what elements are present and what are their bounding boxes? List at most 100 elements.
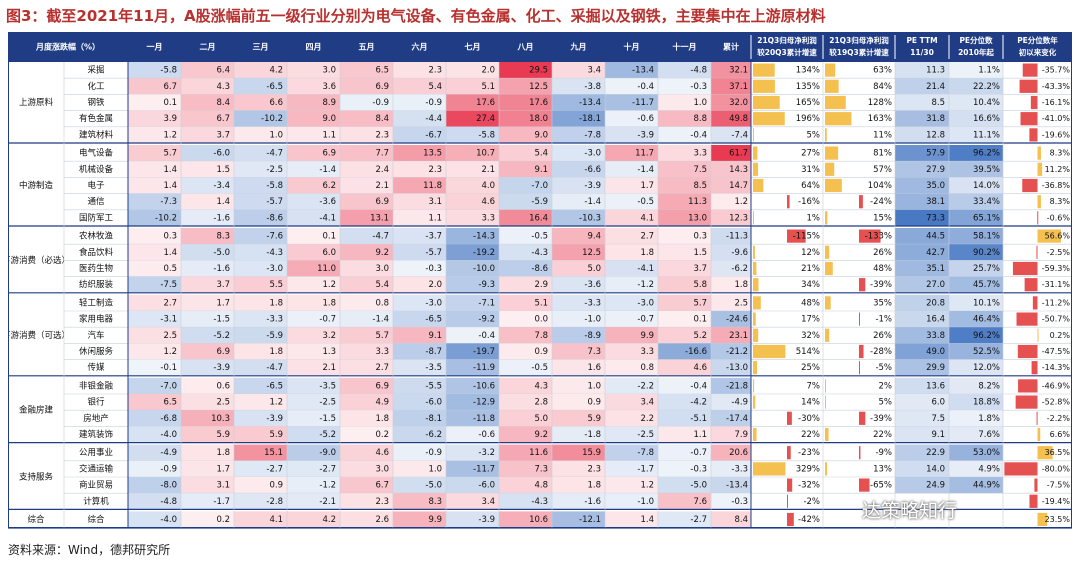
- month-value: 3.7: [216, 130, 230, 140]
- month-value: 1.7: [640, 181, 654, 191]
- heat-cell: [181, 260, 234, 277]
- month-value: 3.3: [693, 149, 707, 159]
- heat-cell-pe: [895, 177, 949, 194]
- growth-bar: [787, 411, 792, 425]
- change-value: 56.6%: [1045, 232, 1071, 241]
- heat-cell-percentile: [949, 126, 1003, 143]
- pe-value: 57.9: [926, 149, 945, 159]
- growth-value-g19: 2%: [879, 381, 893, 391]
- month-value: 1.8: [216, 448, 230, 458]
- heat-cell: [499, 410, 552, 427]
- industry-label: 化工: [87, 81, 105, 92]
- month-value: 1.2: [322, 280, 336, 290]
- growth-value-g19: 22%: [873, 430, 892, 440]
- month-value: 3.7: [216, 280, 230, 290]
- industry-label: 建筑装饰: [79, 429, 114, 440]
- month-value: -14.3: [473, 232, 495, 242]
- month-value: -10.2: [155, 213, 177, 223]
- change-value: -7.5%: [1047, 481, 1071, 490]
- heat-cell: [393, 343, 446, 360]
- month-value: -8.1: [425, 414, 442, 424]
- heat-cell: [234, 311, 287, 328]
- month-value: -2.5: [319, 398, 336, 408]
- heat-cell: [340, 62, 393, 79]
- month-value: -3.9: [637, 130, 654, 140]
- heat-cell: [181, 511, 234, 528]
- heat-cell: [340, 244, 393, 261]
- month-value: -11.7: [632, 98, 654, 108]
- heat-cell: [234, 78, 287, 95]
- heat-cell-cumulative: [711, 444, 751, 461]
- month-value: -0.3: [690, 464, 707, 474]
- growth-value-g20: -23%: [798, 448, 820, 458]
- heat-cell: [552, 78, 605, 95]
- heat-cell: [287, 244, 340, 261]
- heat-cell: [340, 78, 393, 95]
- change-value: -19.4%: [1042, 497, 1071, 506]
- heat-cell: [658, 493, 711, 510]
- change-bar: [1016, 312, 1038, 326]
- heat-cell: [658, 244, 711, 261]
- cumulative-value: -0.3: [731, 497, 748, 507]
- group-label: 中游制造: [19, 180, 54, 191]
- change-bar: [1037, 512, 1048, 527]
- heat-cell: [181, 359, 234, 376]
- heat-cell: [658, 209, 711, 226]
- growth-bar: [753, 178, 764, 193]
- heat-cell: [287, 209, 340, 226]
- month-value: -3.3: [266, 315, 283, 325]
- month-value: 3.0: [322, 66, 336, 76]
- heat-cell: [340, 161, 393, 178]
- pe-value: 73.3: [926, 213, 945, 223]
- percentile-value: 45.7%: [973, 280, 1000, 290]
- month-value: -4.7: [372, 232, 389, 242]
- heat-cell: [181, 444, 234, 461]
- month-value: -7.1: [478, 298, 495, 308]
- heat-cell: [234, 145, 287, 162]
- growth-bar: [825, 462, 828, 476]
- heat-cell: [499, 343, 552, 360]
- heat-cell: [128, 511, 181, 528]
- heat-cell: [128, 460, 181, 477]
- header-g20-line2: 较20Q3累计增速: [757, 47, 817, 57]
- month-value: 13.5: [423, 149, 442, 159]
- heat-cell: [128, 343, 181, 360]
- month-value: 3.4: [640, 398, 654, 408]
- growth-bar: [825, 328, 830, 342]
- month-value: 7.3: [587, 347, 601, 357]
- heat-cell: [234, 94, 287, 111]
- industry-label: 综合: [87, 514, 105, 525]
- growth-bar: [825, 162, 835, 176]
- month-value: 1.3: [322, 347, 336, 357]
- heat-cell: [605, 493, 658, 510]
- month-value: -4.3: [266, 248, 283, 258]
- month-value: -10.2: [261, 114, 283, 124]
- heat-cell: [499, 62, 552, 79]
- growth-bar: [787, 512, 794, 527]
- industry-label: 通信: [87, 196, 105, 207]
- heat-cell: [393, 444, 446, 461]
- heat-cell: [287, 260, 340, 277]
- heat-cell: [605, 444, 658, 461]
- month-value: 8.3: [216, 232, 230, 242]
- performance-table: 月度涨跌幅（%） 一月 二月 三月 四月 五月 六月 七月 八月 九月 十月 十一月 累计 21Q3归母净…: [2, 32, 1072, 536]
- table-row: [128, 244, 1038, 261]
- heat-cell: [499, 228, 552, 245]
- month-value: -9.0: [319, 448, 336, 458]
- heat-cell: [552, 444, 605, 461]
- month-value: 11.0: [317, 264, 336, 274]
- heat-cell: [181, 177, 234, 194]
- growth-bar: [753, 211, 754, 225]
- heat-cell: [128, 327, 181, 344]
- month-value: 5.5: [269, 280, 283, 290]
- group-label: 金融房建: [19, 405, 54, 416]
- heat-cell-cumulative: [711, 394, 751, 411]
- growth-value-g19: 163%: [868, 114, 892, 124]
- month-value: -4.8: [690, 66, 707, 76]
- change-value: -2.5%: [1047, 248, 1071, 257]
- industry-label: 房地产: [83, 413, 109, 424]
- pe-value: 16.4: [926, 315, 945, 325]
- heat-cell-pe: [895, 294, 949, 311]
- heat-cell: [605, 209, 658, 226]
- heat-cell: [499, 426, 552, 443]
